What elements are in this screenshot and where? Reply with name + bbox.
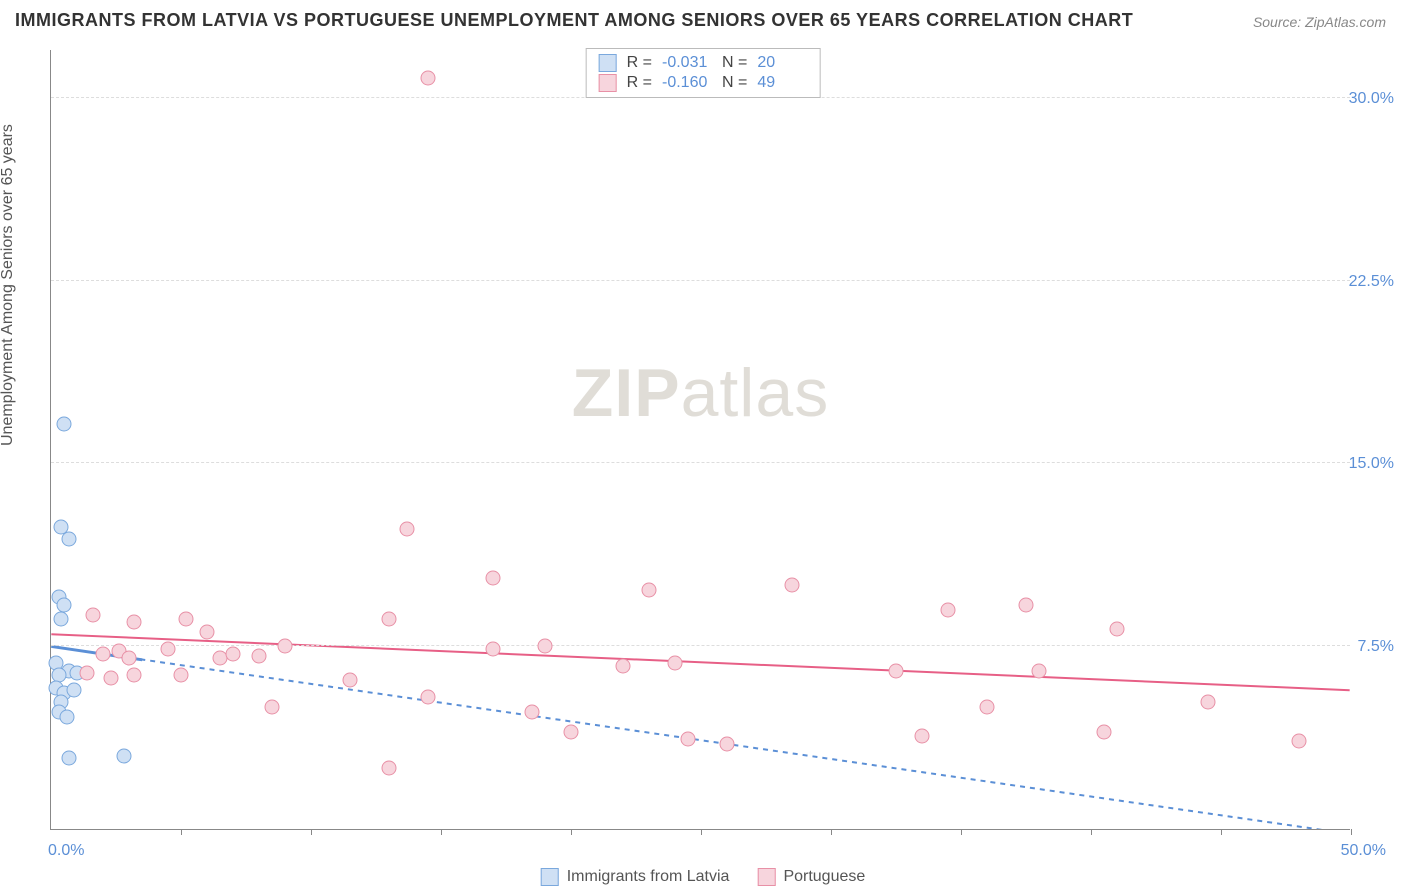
marker-portuguese (382, 761, 397, 776)
marker-portuguese (85, 607, 100, 622)
legend-label-portuguese: Portuguese (783, 868, 865, 886)
marker-portuguese (265, 700, 280, 715)
marker-portuguese (486, 570, 501, 585)
marker-portuguese (980, 700, 995, 715)
marker-portuguese (103, 670, 118, 685)
source-attribution: Source: ZipAtlas.com (1253, 14, 1386, 30)
marker-latvia (57, 597, 72, 612)
marker-latvia (116, 748, 131, 763)
y-tick-label: 7.5% (1358, 638, 1394, 656)
legend-item-latvia: Immigrants from Latvia (541, 868, 730, 886)
marker-portuguese (486, 641, 501, 656)
marker-portuguese (278, 639, 293, 654)
legend-label-latvia: Immigrants from Latvia (567, 868, 730, 886)
marker-portuguese (400, 522, 415, 537)
marker-portuguese (252, 648, 267, 663)
marker-portuguese (720, 736, 735, 751)
marker-portuguese (668, 656, 683, 671)
regression-line-portuguese (51, 634, 1349, 690)
stat-r-label: R = (627, 74, 652, 92)
marker-portuguese (1097, 724, 1112, 739)
marker-portuguese (200, 624, 215, 639)
swatch-latvia (599, 54, 617, 72)
marker-portuguese (80, 666, 95, 681)
gridline (51, 462, 1350, 463)
marker-latvia (62, 751, 77, 766)
x-tick (441, 829, 442, 835)
x-tick (1091, 829, 1092, 835)
watermark: ZIPatlas (572, 354, 829, 432)
watermark-zip: ZIP (572, 355, 681, 431)
x-tick (701, 829, 702, 835)
legend-swatch-portuguese (757, 868, 775, 886)
marker-portuguese (642, 583, 657, 598)
bottom-legend: Immigrants from Latvia Portuguese (541, 868, 866, 886)
x-tick (1351, 829, 1352, 835)
y-tick-label: 30.0% (1349, 90, 1394, 108)
legend-swatch-latvia (541, 868, 559, 886)
marker-portuguese (343, 673, 358, 688)
x-tick (571, 829, 572, 835)
x-tick (1221, 829, 1222, 835)
marker-portuguese (127, 614, 142, 629)
marker-portuguese (525, 705, 540, 720)
marker-portuguese (1032, 663, 1047, 678)
marker-portuguese (1110, 622, 1125, 637)
stat-n-value-portuguese: 49 (757, 74, 807, 92)
stat-n-label: N = (722, 54, 747, 72)
y-tick-label: 22.5% (1349, 273, 1394, 291)
marker-portuguese (915, 729, 930, 744)
marker-portuguese (96, 646, 111, 661)
x-axis-min-label: 0.0% (48, 842, 84, 860)
marker-portuguese (161, 641, 176, 656)
marker-portuguese (681, 731, 696, 746)
gridline (51, 645, 1350, 646)
stats-row-portuguese: R = -0.160 N = 49 (599, 73, 808, 93)
legend-item-portuguese: Portuguese (757, 868, 865, 886)
x-tick (311, 829, 312, 835)
watermark-atlas: atlas (681, 355, 830, 431)
marker-portuguese (1292, 734, 1307, 749)
marker-latvia (62, 531, 77, 546)
x-tick (181, 829, 182, 835)
swatch-portuguese (599, 74, 617, 92)
stat-n-value-latvia: 20 (757, 54, 807, 72)
x-tick (961, 829, 962, 835)
marker-portuguese (889, 663, 904, 678)
marker-portuguese (941, 602, 956, 617)
marker-portuguese (421, 71, 436, 86)
marker-portuguese (1201, 695, 1216, 710)
stat-r-label: R = (627, 54, 652, 72)
marker-latvia (67, 683, 82, 698)
x-axis-max-label: 50.0% (1341, 842, 1386, 860)
marker-portuguese (564, 724, 579, 739)
marker-latvia (54, 612, 69, 627)
stat-r-value-latvia: -0.031 (662, 54, 712, 72)
marker-portuguese (1019, 597, 1034, 612)
regression-line-latvia (51, 646, 1349, 829)
marker-latvia (59, 709, 74, 724)
marker-portuguese (538, 639, 553, 654)
stat-n-label: N = (722, 74, 747, 92)
gridline (51, 280, 1350, 281)
marker-portuguese (785, 578, 800, 593)
stats-row-latvia: R = -0.031 N = 20 (599, 53, 808, 73)
y-tick-label: 15.0% (1349, 455, 1394, 473)
marker-portuguese (122, 651, 137, 666)
marker-portuguese (616, 658, 631, 673)
chart-title: IMMIGRANTS FROM LATVIA VS PORTUGUESE UNE… (15, 10, 1133, 31)
marker-portuguese (127, 668, 142, 683)
marker-portuguese (174, 668, 189, 683)
marker-latvia (57, 417, 72, 432)
marker-portuguese (226, 646, 241, 661)
x-tick (831, 829, 832, 835)
stat-r-value-portuguese: -0.160 (662, 74, 712, 92)
regression-lines (51, 50, 1350, 829)
y-axis-label: Unemployment Among Seniors over 65 years (0, 124, 17, 446)
marker-portuguese (421, 690, 436, 705)
plot-area: ZIPatlas (50, 50, 1350, 830)
marker-portuguese (382, 612, 397, 627)
stats-legend-box: R = -0.031 N = 20 R = -0.160 N = 49 (586, 48, 821, 98)
marker-portuguese (179, 612, 194, 627)
